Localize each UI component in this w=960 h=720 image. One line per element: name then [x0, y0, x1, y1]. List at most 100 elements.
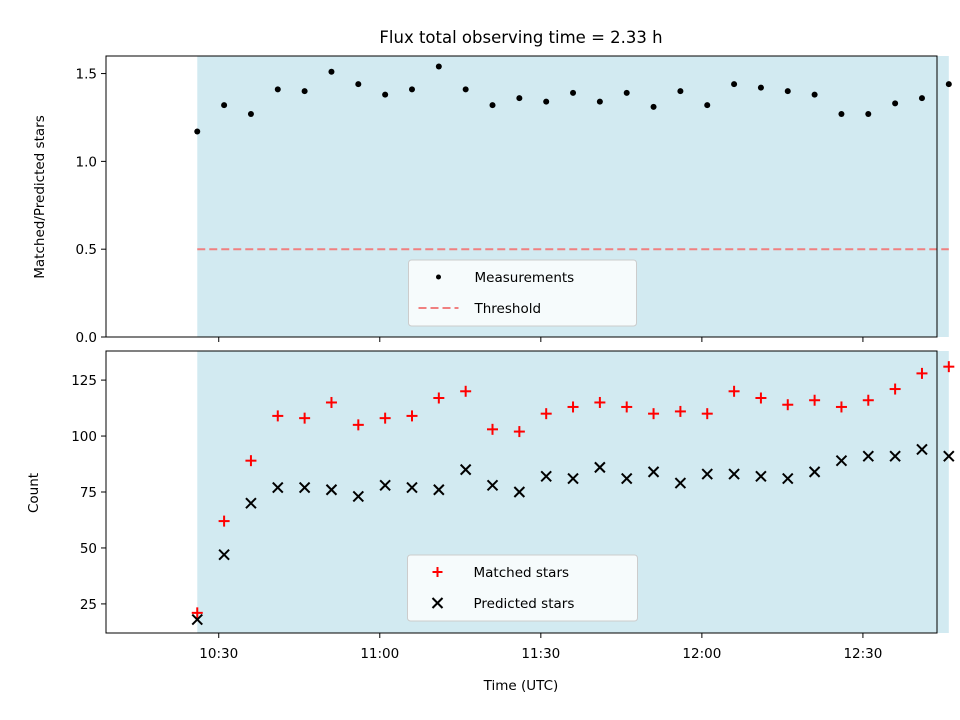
- y-tick-label: 0.0: [76, 330, 97, 346]
- measurement-point: [221, 102, 228, 109]
- measurement-point: [811, 91, 818, 98]
- count-panel: 25 50 75 100 125 10:30 11:00 11:30 12:00 12:30 Mat…: [71, 350, 955, 662]
- matched-star-point: [352, 419, 364, 431]
- measurement-point: [194, 128, 201, 135]
- axes-frame: [105, 55, 938, 338]
- predicted-star-point: [916, 443, 928, 456]
- predicted-star-point: [755, 470, 767, 483]
- measurement-point: [408, 86, 415, 93]
- measurement-point: [865, 110, 872, 117]
- measurement-point: [570, 89, 577, 96]
- predicted-star-point: [889, 450, 901, 462]
- measurement-point: [516, 95, 523, 102]
- y-tick-label: 25: [80, 597, 97, 613]
- matched-star-point: [594, 396, 606, 408]
- matched-star-point: [433, 392, 445, 404]
- x-tick-label: 12:30: [843, 646, 882, 662]
- measurement-point: [918, 95, 925, 102]
- x-tick-label: 12:00: [682, 646, 721, 662]
- matched-star-point: [567, 401, 579, 413]
- matched-star-point: [487, 423, 499, 435]
- matched-star-point: [218, 515, 230, 527]
- legend-box: [408, 259, 637, 327]
- predicted-star-point: [594, 461, 606, 474]
- measurement-point: [274, 86, 281, 93]
- legend-dot-marker: [436, 274, 441, 280]
- measurement-point: [704, 102, 711, 109]
- y-tick-label: 125: [71, 373, 97, 389]
- measurement-point: [489, 102, 496, 109]
- predicted-star-point: [835, 454, 848, 467]
- measurement-point: [731, 81, 738, 88]
- measurement-point: [892, 100, 899, 107]
- matched-star-point: [299, 412, 311, 424]
- matched-star-point: [728, 385, 740, 397]
- ratio-y-axis-label: Matched/Predicted stars: [32, 115, 48, 278]
- measurement-point: [677, 88, 684, 95]
- y-tick-label: 75: [80, 485, 97, 501]
- measurement-point: [382, 91, 389, 98]
- measurement-point: [596, 98, 603, 105]
- legend: Measurements Threshold: [408, 259, 637, 327]
- matched-star-point: [540, 408, 552, 420]
- matched-star-point: [782, 399, 794, 411]
- y-tick-label: 0.5: [76, 242, 97, 258]
- legend: Matched stars Predicted stars: [407, 554, 638, 622]
- predicted-star-point: [406, 481, 418, 494]
- predicted-star-point: [433, 484, 445, 496]
- x-tick-label: 10:30: [199, 646, 238, 662]
- measurement-point: [543, 98, 550, 105]
- matched-star-point: [755, 392, 767, 404]
- predicted-star-point: [379, 479, 391, 491]
- predicted-star-point: [701, 468, 713, 480]
- measurement-point: [355, 81, 362, 88]
- measurement-point: [650, 103, 657, 110]
- predicted-star-point: [647, 466, 660, 478]
- predicted-star-point: [674, 477, 687, 489]
- measurement-point: [462, 86, 469, 93]
- matched-star-point: [379, 412, 391, 424]
- matched-star-point: [513, 426, 525, 438]
- measurement-point: [435, 63, 442, 70]
- legend-x-marker: [431, 597, 444, 609]
- measurement-point: [945, 81, 952, 88]
- legend-box: [407, 554, 638, 622]
- predicted-star-point: [459, 463, 472, 476]
- legend-label: Threshold: [474, 301, 542, 317]
- predicted-star-point: [486, 479, 499, 491]
- count-y-axis-label: Count: [26, 473, 42, 513]
- matched-star-point: [460, 385, 472, 397]
- matched-star-point: [406, 410, 418, 422]
- legend-label: Predicted stars: [474, 596, 575, 612]
- matched-star-point: [245, 455, 257, 467]
- predicted-star-point: [808, 466, 821, 478]
- chart-title: Flux total observing time = 2.33 h: [379, 28, 662, 47]
- matched-star-point: [674, 405, 686, 417]
- predicted-star-point: [621, 472, 633, 485]
- y-tick-label: 100: [71, 429, 97, 445]
- matched-star-point: [621, 401, 633, 413]
- y-tick-label: 50: [80, 541, 97, 557]
- x-tick-label: 11:30: [521, 646, 560, 662]
- measurement-point: [623, 89, 630, 96]
- measurement-point: [757, 84, 764, 91]
- matched-star-point: [272, 410, 284, 422]
- predicted-star-point: [540, 470, 552, 483]
- matched-star-point: [701, 408, 713, 420]
- predicted-star-point: [325, 484, 338, 496]
- predicted-star-point: [782, 472, 794, 485]
- matched-star-point: [916, 367, 928, 379]
- x-tick-label: 11:00: [360, 646, 399, 662]
- y-tick-label: 1.5: [76, 67, 97, 83]
- ratio-panel: 0.0 0.5 1.0 1.5 Measurements Threshold: [76, 55, 952, 346]
- matched-star-point: [862, 394, 874, 406]
- matched-star-point: [648, 408, 660, 420]
- predicted-star-point: [218, 548, 230, 561]
- predicted-star-point: [567, 472, 579, 485]
- predicted-star-point: [513, 486, 526, 498]
- measurement-point: [784, 88, 791, 95]
- predicted-star-point: [298, 481, 311, 494]
- predicted-star-point: [272, 481, 284, 494]
- matched-star-point: [835, 401, 847, 413]
